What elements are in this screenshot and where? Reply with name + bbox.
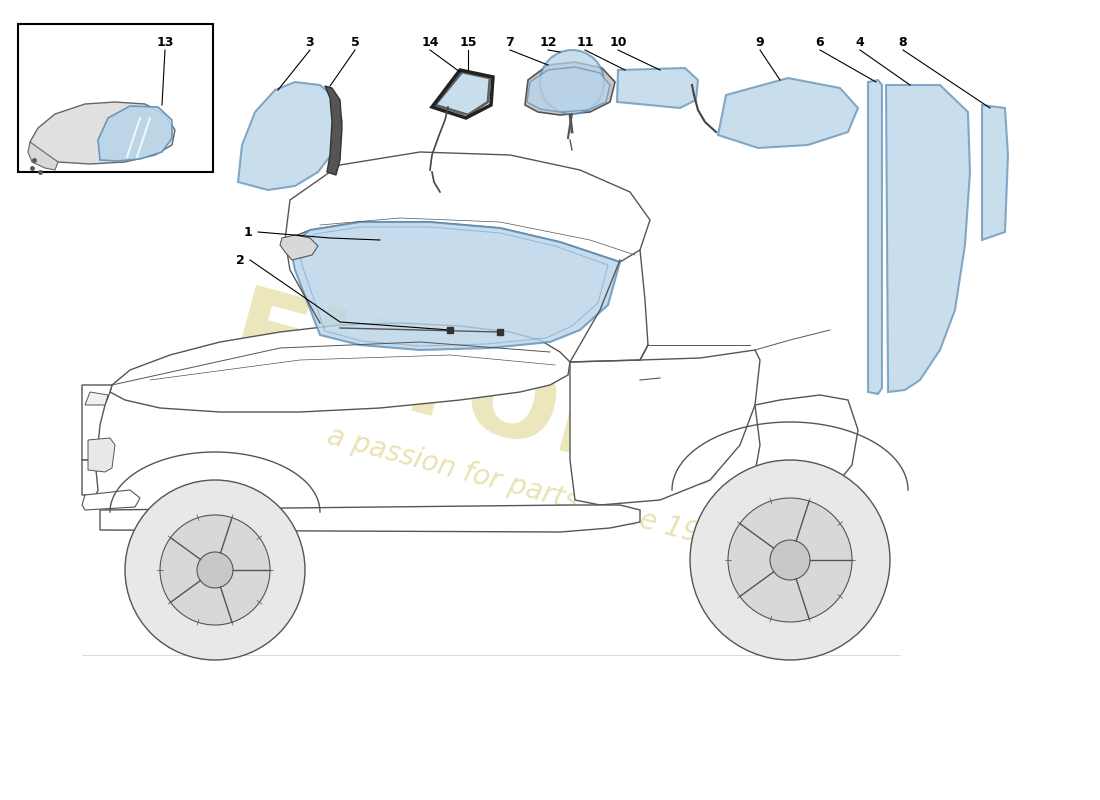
Polygon shape	[324, 86, 342, 175]
Polygon shape	[750, 395, 858, 512]
Text: 3: 3	[306, 35, 315, 49]
Polygon shape	[82, 385, 112, 460]
Circle shape	[770, 540, 810, 580]
Circle shape	[540, 50, 604, 114]
Polygon shape	[982, 105, 1008, 240]
Circle shape	[125, 480, 305, 660]
Polygon shape	[525, 62, 615, 115]
Text: a passion for parts since 1985: a passion for parts since 1985	[323, 422, 736, 558]
Polygon shape	[886, 85, 970, 392]
Polygon shape	[290, 222, 620, 350]
Polygon shape	[570, 350, 760, 505]
Text: 12: 12	[539, 35, 557, 49]
Text: 6: 6	[816, 35, 824, 49]
Polygon shape	[280, 235, 318, 260]
Polygon shape	[98, 106, 172, 161]
Text: 11: 11	[576, 35, 594, 49]
Text: 5: 5	[351, 35, 360, 49]
Text: 4: 4	[856, 35, 865, 49]
Polygon shape	[30, 102, 175, 164]
Text: 13: 13	[156, 35, 174, 49]
Polygon shape	[82, 460, 98, 495]
Text: 2: 2	[235, 254, 244, 266]
Polygon shape	[868, 80, 882, 394]
Polygon shape	[718, 78, 858, 148]
Polygon shape	[88, 438, 116, 472]
Text: 8: 8	[899, 35, 907, 49]
Polygon shape	[82, 490, 140, 510]
Text: 15: 15	[460, 35, 476, 49]
Polygon shape	[110, 323, 570, 412]
Text: 14: 14	[421, 35, 439, 49]
Polygon shape	[617, 68, 698, 108]
Circle shape	[197, 552, 233, 588]
Polygon shape	[85, 392, 108, 405]
Text: EUTODB: EUTODB	[218, 282, 741, 518]
Circle shape	[728, 498, 852, 622]
Polygon shape	[238, 82, 342, 190]
Polygon shape	[28, 142, 58, 170]
Polygon shape	[285, 152, 650, 262]
FancyBboxPatch shape	[18, 24, 213, 172]
Text: 1: 1	[243, 226, 252, 238]
Text: 10: 10	[609, 35, 627, 49]
Text: 9: 9	[756, 35, 764, 49]
Polygon shape	[100, 505, 640, 532]
Circle shape	[160, 515, 270, 625]
Text: 7: 7	[506, 35, 515, 49]
Circle shape	[690, 460, 890, 660]
Polygon shape	[527, 67, 610, 112]
Polygon shape	[434, 72, 490, 115]
